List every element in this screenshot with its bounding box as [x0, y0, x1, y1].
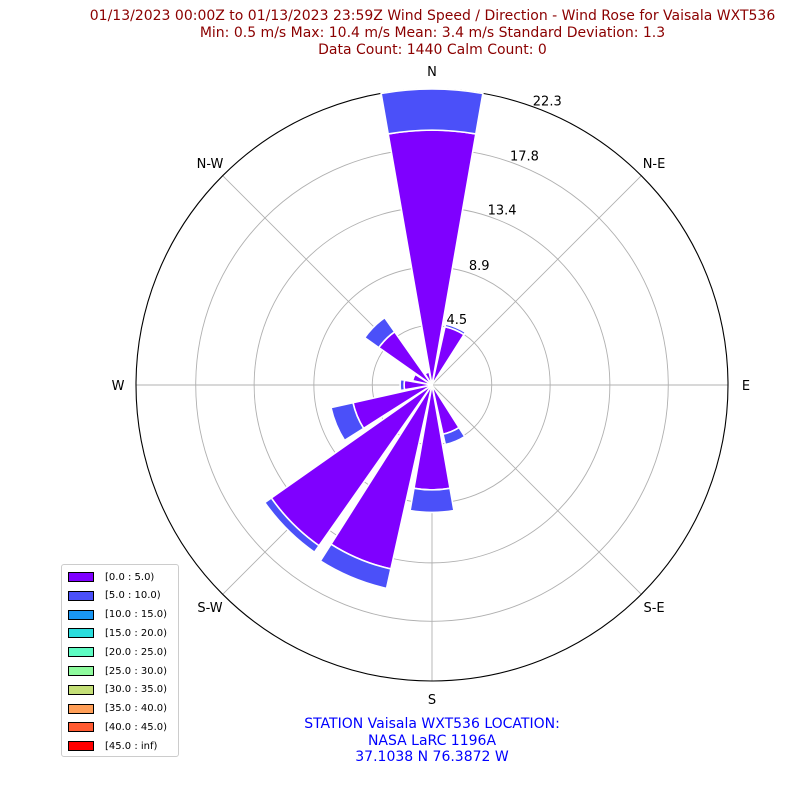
legend-item: [15.0 : 20.0)	[68, 626, 167, 640]
legend-item: [35.0 : 40.0)	[68, 702, 167, 716]
legend-item: [45.0 : inf)	[68, 739, 157, 753]
legend-label: [15.0 : 20.0)	[105, 627, 168, 639]
legend-swatch	[68, 628, 94, 639]
legend-swatch	[68, 609, 94, 620]
legend-label: [35.0 : 40.0)	[105, 703, 168, 715]
title-line-1: 01/13/2023 00:00Z to 01/13/2023 23:59Z W…	[89, 8, 776, 24]
compass-label-w: W	[112, 379, 125, 394]
legend-swatch	[68, 572, 94, 582]
axis-labels: 4.5 8.9 13.4 17.8 22.3 N N-E E S-E S S-W W N-W	[112, 65, 751, 708]
legend-swatch	[68, 647, 94, 658]
bar-ssw-bin-1	[319, 543, 392, 590]
station-info: STATION Vaisala WXT536 LOCATION: NASA La…	[232, 716, 632, 766]
bar-nne-bin-1	[444, 323, 467, 336]
legend-item: [5.0 : 10.0)	[68, 589, 161, 603]
compass-label-n: N	[427, 65, 437, 80]
chart-title: 01/13/2023 00:00Z to 01/13/2023 23:59Z W…	[0, 8, 800, 59]
radial-tick-label: 8.9	[469, 259, 490, 274]
legend-label: [0.0 : 5.0)	[105, 571, 155, 583]
station-line-3: 37.1038 N 76.3872 W	[355, 749, 509, 765]
radial-tick-label: 13.4	[488, 204, 517, 219]
bar-sse-bin-1	[442, 426, 466, 446]
legend-label: [5.0 : 10.0)	[105, 590, 161, 602]
legend-swatch	[68, 666, 94, 676]
compass-label-n-e: N-E	[643, 157, 666, 172]
station-line-1: STATION Vaisala WXT536 LOCATION:	[304, 716, 560, 732]
radial-tick-label: 22.3	[533, 95, 562, 110]
legend-item: [20.0 : 25.0)	[68, 645, 167, 659]
compass-label-s-e: S-E	[643, 601, 664, 616]
wind-rose-bars	[263, 88, 484, 590]
compass-label-n-w: N-W	[197, 157, 224, 172]
legend-item: [0.0 : 5.0)	[68, 570, 154, 584]
radial-tick-label: 17.8	[510, 150, 539, 165]
legend-label: [45.0 : inf)	[105, 740, 158, 752]
compass-label-s-w: S-W	[197, 601, 222, 616]
bar-sw-bin-1	[263, 496, 321, 554]
bar-w-bin-1	[399, 378, 406, 392]
legend-swatch	[68, 684, 94, 695]
radial-tick-label: 4.5	[447, 313, 468, 328]
legend-swatch	[68, 590, 94, 601]
bar-n-bin-1	[380, 88, 484, 135]
bar-nw-bin-1	[363, 316, 396, 349]
legend-label: [20.0 : 25.0)	[105, 646, 168, 658]
station-line-2: NASA LaRC 1196A	[367, 732, 497, 749]
legend-item: [25.0 : 30.0)	[68, 664, 167, 678]
legend-item: [10.0 : 15.0)	[68, 608, 167, 622]
legend-swatch	[68, 703, 94, 714]
legend-item: [30.0 : 35.0)	[68, 683, 167, 697]
compass-label-s: S	[428, 693, 436, 708]
legend: [0.0 : 5.0) [5.0 : 10.0) [10.0 : 15.0) [15.…	[61, 564, 179, 757]
legend-label: [25.0 : 30.0)	[105, 665, 168, 677]
legend-label: [10.0 : 15.0)	[105, 609, 168, 621]
title-line-3: Data Count: 1440 Calm Count: 0	[318, 42, 547, 58]
legend-item: [40.0 : 45.0)	[68, 720, 167, 734]
bar-wsw-bin-1	[330, 401, 365, 442]
grid-spoke	[431, 384, 642, 595]
legend-label: [30.0 : 35.0)	[105, 684, 168, 696]
bar-nnw-bin-0	[423, 371, 433, 386]
compass-label-e: E	[742, 379, 750, 394]
bar-s-bin-1	[409, 487, 455, 514]
legend-swatch	[68, 722, 94, 733]
title-line-2: Min: 0.5 m/s Max: 10.4 m/s Mean: 3.4 m/s…	[199, 25, 666, 41]
legend-label: [40.0 : 45.0)	[105, 721, 168, 733]
legend-swatch	[68, 741, 94, 752]
grid-spoke	[431, 175, 642, 386]
